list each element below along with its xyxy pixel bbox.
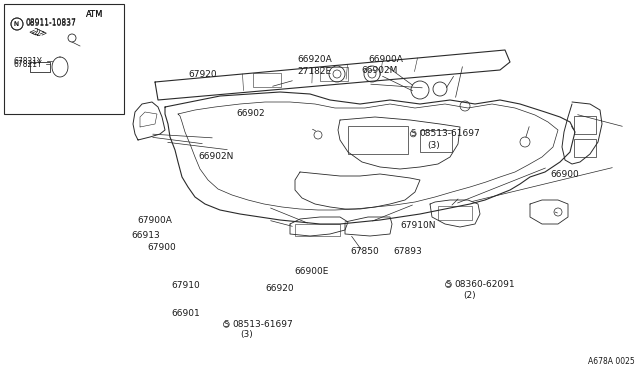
Text: 08513-61697: 08513-61697: [419, 129, 480, 138]
Text: (2): (2): [463, 291, 476, 300]
Text: 08513-61697: 08513-61697: [232, 320, 293, 329]
Text: N: N: [13, 21, 19, 27]
Text: 67900: 67900: [147, 243, 176, 252]
Text: 66920: 66920: [266, 284, 294, 293]
Text: ATM: ATM: [86, 10, 104, 19]
Text: (3): (3): [241, 330, 253, 339]
Text: 08911-10837: 08911-10837: [25, 17, 76, 26]
Text: 66900A: 66900A: [368, 55, 403, 64]
Bar: [438, 206, 472, 220]
Bar: [253, 73, 281, 87]
Text: 67850: 67850: [351, 247, 380, 256]
Text: ATM: ATM: [86, 10, 104, 19]
Text: 67893: 67893: [394, 247, 422, 256]
Text: 66900: 66900: [550, 170, 579, 179]
Text: 66902M: 66902M: [362, 66, 398, 75]
Text: 66902: 66902: [237, 109, 266, 118]
Bar: [319, 67, 348, 81]
Bar: [420, 130, 452, 152]
Text: 67910N: 67910N: [400, 221, 435, 230]
Text: 67900A: 67900A: [138, 216, 172, 225]
Bar: [295, 224, 340, 236]
Text: (3): (3): [428, 141, 440, 150]
Text: S: S: [224, 320, 229, 329]
Text: 67910: 67910: [172, 281, 200, 290]
Text: 08911-10837: 08911-10837: [25, 19, 76, 28]
Text: 66900E: 66900E: [294, 267, 329, 276]
Text: S: S: [446, 280, 451, 289]
Bar: [348, 126, 408, 154]
Text: 66913: 66913: [131, 231, 160, 240]
Text: <2>: <2>: [30, 29, 47, 38]
Text: S: S: [411, 129, 416, 138]
Text: A678A 0025: A678A 0025: [588, 357, 635, 366]
Text: 66920A: 66920A: [298, 55, 332, 64]
Text: <2>: <2>: [28, 28, 45, 36]
Text: 67920: 67920: [189, 70, 218, 79]
Bar: [4, 4, 124, 114]
Text: 66902N: 66902N: [198, 152, 234, 161]
Text: 67821Y: 67821Y: [14, 60, 43, 68]
Text: 66901: 66901: [172, 309, 200, 318]
Text: 67821Y: 67821Y: [14, 57, 43, 65]
Bar: [574, 116, 596, 134]
Text: 08360-62091: 08360-62091: [454, 280, 515, 289]
Text: 27182E: 27182E: [298, 67, 332, 76]
Bar: [574, 139, 596, 157]
Text: N: N: [13, 22, 19, 26]
